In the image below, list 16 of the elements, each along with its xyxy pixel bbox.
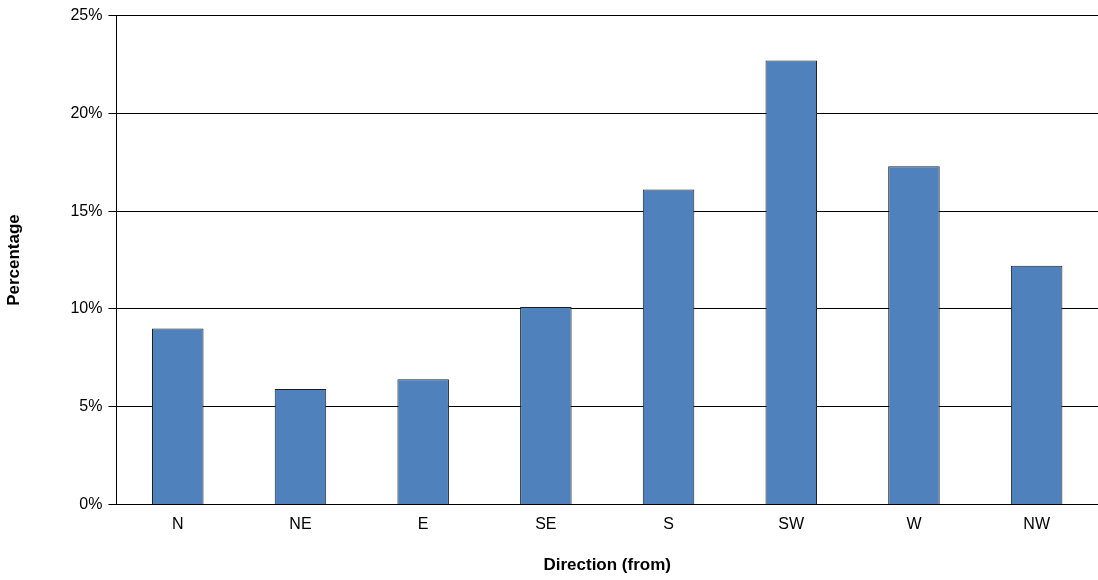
y-tick-label: 20% bbox=[70, 103, 103, 121]
x-tick-label: W bbox=[906, 515, 923, 533]
y-tick-label: 0% bbox=[79, 494, 103, 512]
x-tick-label: N bbox=[171, 515, 184, 533]
x-tick-label: S bbox=[663, 515, 674, 533]
y-tick-label: 25% bbox=[70, 6, 103, 24]
y-tick-label: 10% bbox=[70, 299, 103, 317]
x-tick-label: E bbox=[417, 515, 429, 533]
x-axis-title: Direction (from) bbox=[543, 555, 671, 575]
x-tick-label: NW bbox=[1023, 515, 1051, 533]
y-tick-label: 5% bbox=[79, 397, 103, 415]
y-axis-title: Percentage bbox=[3, 214, 23, 306]
x-tick-label: SW bbox=[778, 515, 806, 533]
x-tick-label: NE bbox=[289, 515, 312, 533]
y-tick-label: 15% bbox=[70, 201, 103, 219]
x-tick-label: SE bbox=[535, 515, 557, 533]
